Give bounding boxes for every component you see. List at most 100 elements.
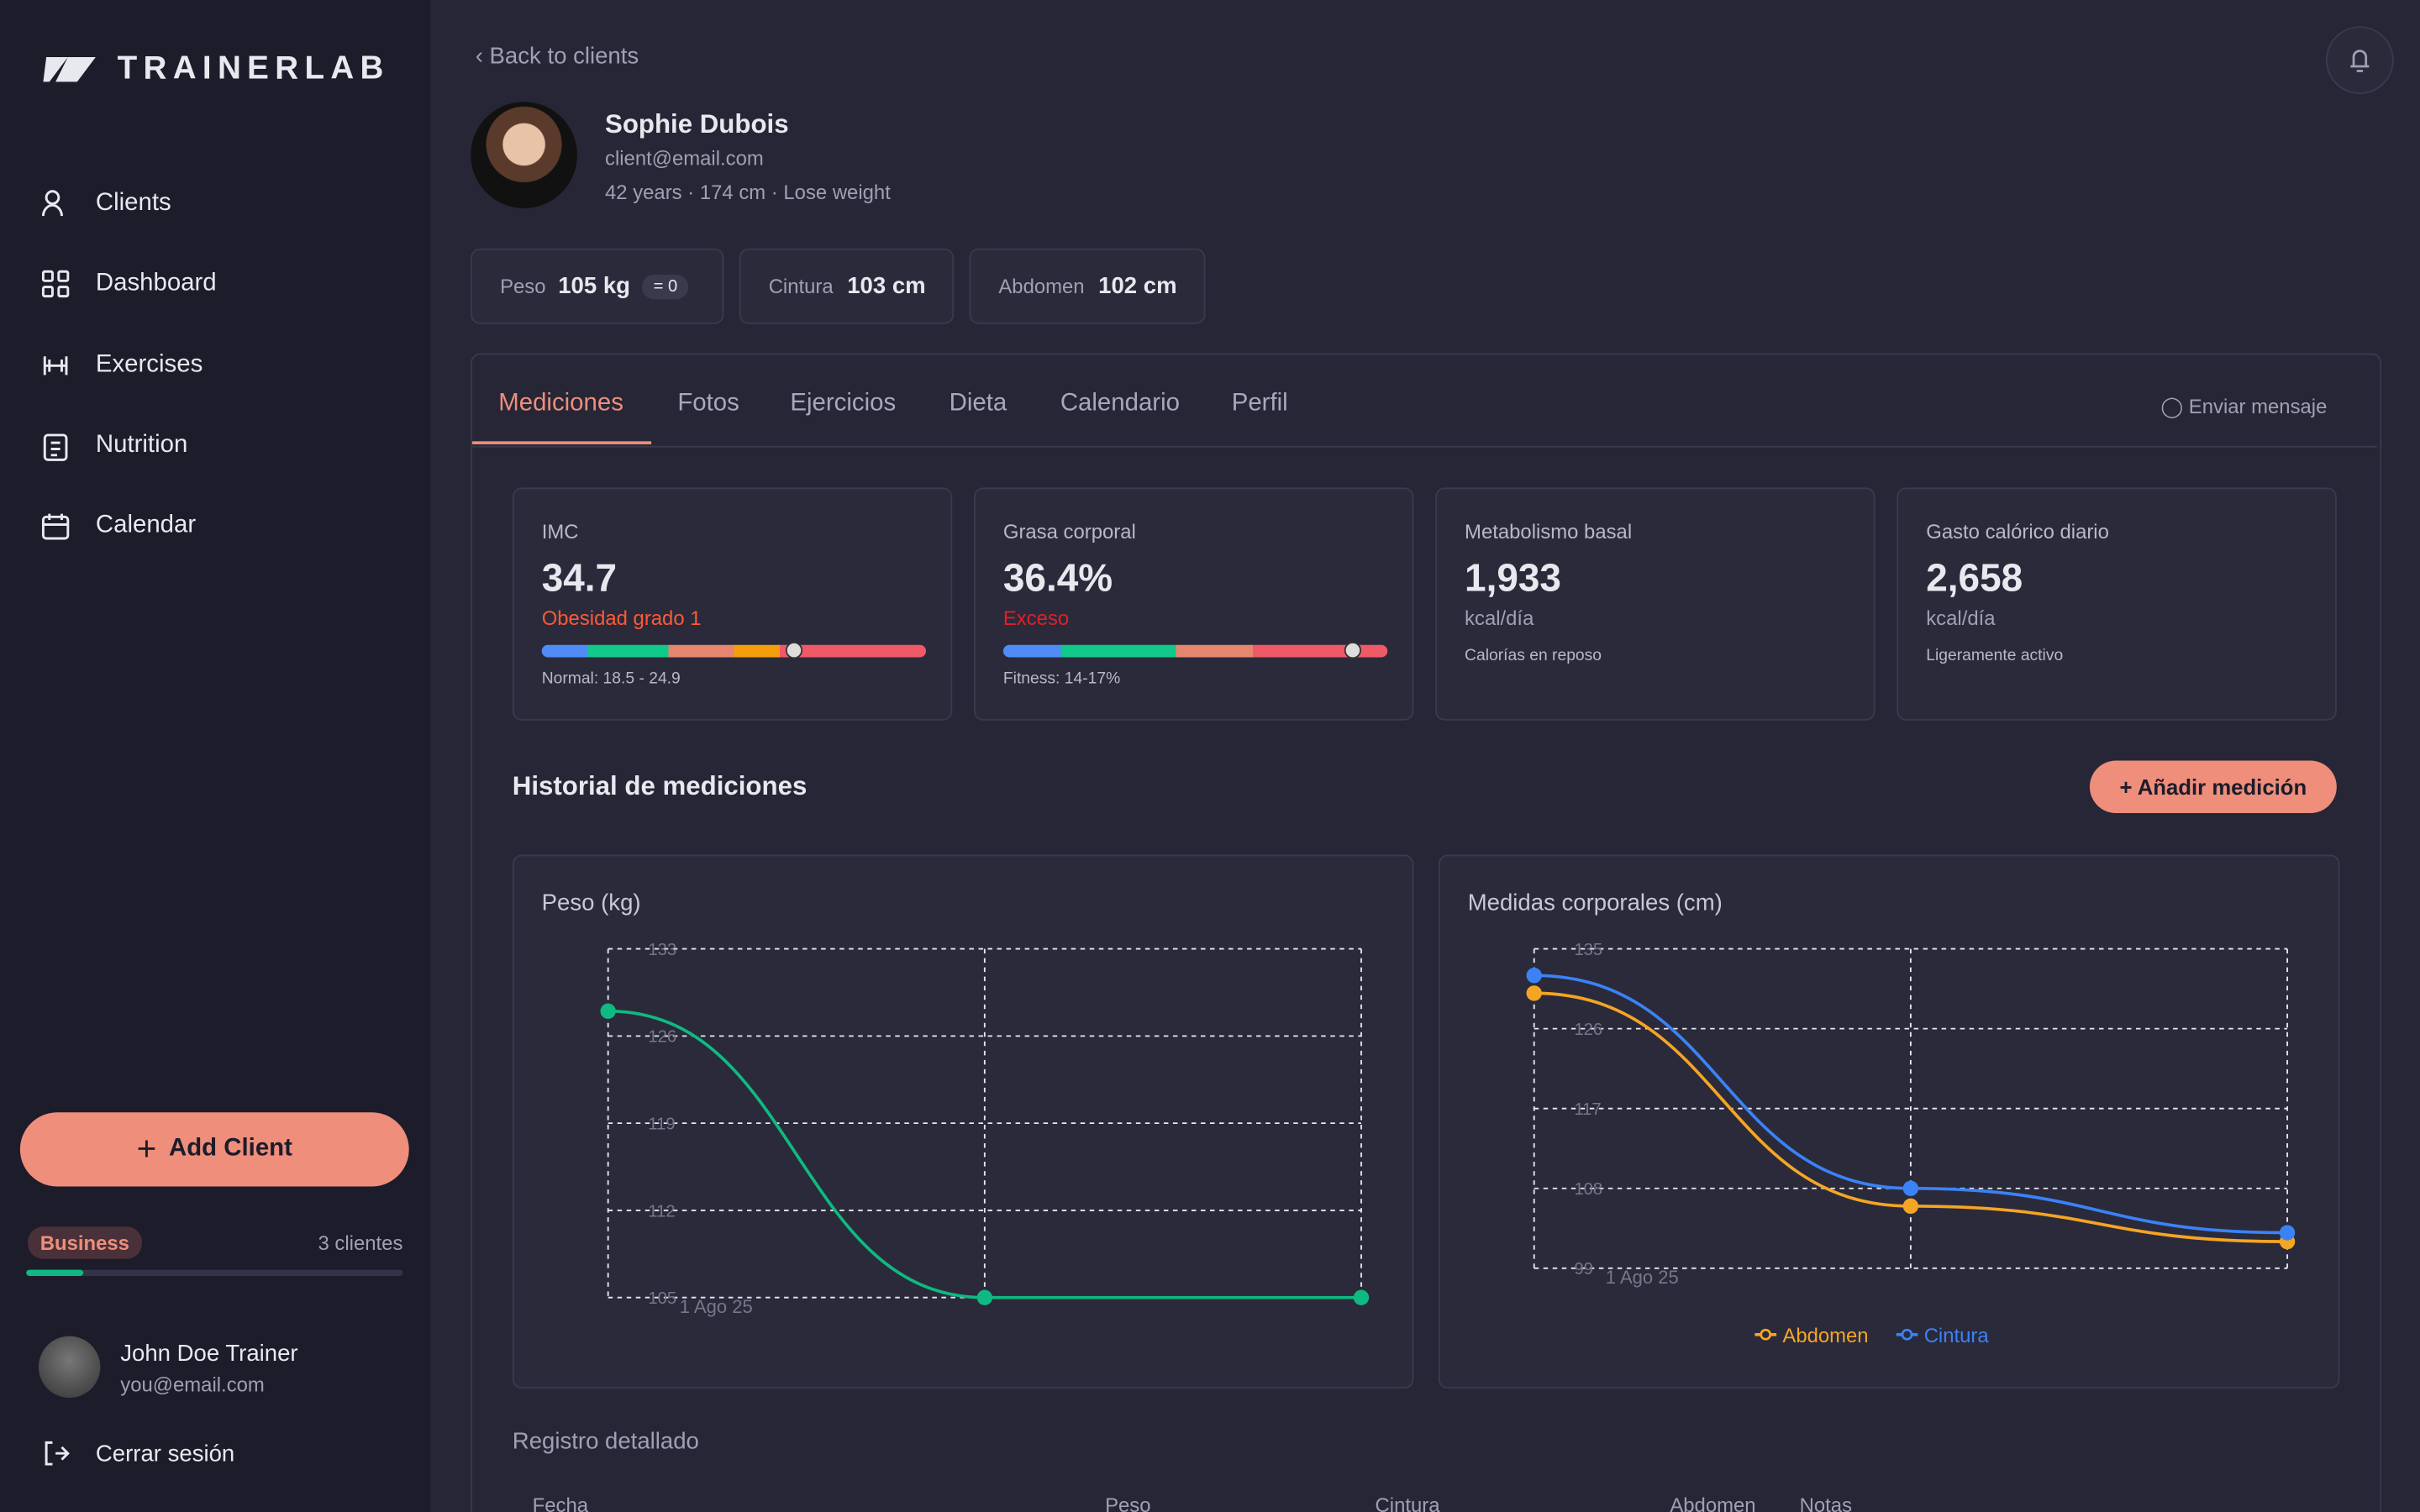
metric-value: 1,933 bbox=[1465, 557, 1561, 601]
column-header: Cintura bbox=[1375, 1493, 1440, 1512]
icon bbox=[41, 190, 63, 217]
nav-item[interactable]: Dashboard bbox=[40, 269, 217, 300]
y-tick-label: 119 bbox=[648, 1115, 675, 1133]
chart-card: Medidas corporales (cm) 135 126 117 108 99 1 A… bbox=[1438, 854, 2340, 1389]
tab[interactable]: Calendario bbox=[1060, 390, 1180, 417]
plan-count: 3 clientes bbox=[318, 1231, 403, 1255]
metric-card: Gasto calórico diario 2,658 kcal/día Ligera… bbox=[1897, 487, 2337, 721]
nav-item[interactable]: Nutrition bbox=[40, 430, 188, 461]
notifications-button[interactable] bbox=[2325, 26, 2394, 95]
icon bbox=[41, 513, 70, 540]
tab[interactable]: Dieta bbox=[949, 390, 1007, 417]
nav-label: Clients bbox=[95, 189, 171, 217]
user-name: John Doe Trainer bbox=[120, 1341, 298, 1368]
line bbox=[1534, 991, 2288, 1243]
metric-value: 2,658 bbox=[1926, 557, 2023, 601]
client-name: Sophie Dubois bbox=[605, 109, 789, 139]
goal: Lose weight bbox=[783, 180, 891, 204]
nav-item[interactable]: Exercises bbox=[40, 350, 203, 381]
nav-item[interactable]: Clients bbox=[40, 188, 171, 219]
plan-progress bbox=[26, 1269, 403, 1276]
point bbox=[976, 1289, 993, 1305]
bell-icon bbox=[2350, 50, 2370, 72]
point bbox=[600, 1003, 616, 1019]
metric-value: 36.4% bbox=[1002, 557, 1113, 601]
nav-label: Calendar bbox=[95, 512, 197, 539]
point bbox=[1526, 968, 1542, 984]
summary-label: Cintura bbox=[768, 274, 834, 298]
y-tick-label: 126 bbox=[648, 1028, 676, 1047]
metric-value: 34.7 bbox=[541, 557, 618, 601]
brand-name: TRAINERLAB bbox=[117, 50, 390, 87]
point bbox=[1526, 985, 1542, 1001]
icon bbox=[43, 433, 68, 461]
metric-unit: kcal/día bbox=[1465, 606, 1534, 630]
nav-label: Exercises bbox=[95, 351, 203, 378]
metric-note: Ligeramente activo bbox=[1926, 646, 2064, 665]
x-tick-label: 1 Ago 25 bbox=[1606, 1267, 1679, 1288]
metric-label: IMC bbox=[541, 519, 579, 543]
chart: Medidas corporales (cm) 135 126 117 108 99 1 A… bbox=[1468, 890, 2296, 1347]
y-tick-label: 108 bbox=[1574, 1180, 1602, 1199]
plus-icon: + bbox=[136, 1129, 157, 1168]
logout[interactable]: Cerrar sesión bbox=[40, 1438, 234, 1469]
point bbox=[1902, 1198, 1919, 1215]
metric-unit: kcal/día bbox=[1926, 606, 1996, 630]
x-tick-label: 1 Ago 25 bbox=[680, 1296, 753, 1317]
point bbox=[1353, 1289, 1370, 1305]
metric-note: Fitness: 14-17% bbox=[1002, 669, 1121, 689]
tab[interactable]: Fotos bbox=[677, 390, 739, 417]
back-label: Back to clients bbox=[489, 43, 639, 70]
column-header: Notas bbox=[1799, 1493, 1853, 1512]
metric-label: Gasto calórico diario bbox=[1926, 519, 2109, 543]
range-bar bbox=[541, 642, 927, 659]
metric-status: Obesidad grado 1 bbox=[541, 606, 702, 630]
line bbox=[608, 1009, 1361, 1299]
back-link[interactable]: ‹ Back to clients bbox=[475, 43, 639, 70]
summary-value: 103 cm bbox=[847, 273, 926, 300]
height: 174 cm bbox=[699, 180, 766, 204]
tab[interactable]: Mediciones bbox=[498, 390, 623, 417]
metric-card: Grasa corporal 36.4% Exceso Fitness: 14-17% bbox=[973, 487, 1414, 721]
user-email: you@email.com bbox=[120, 1373, 265, 1397]
add-client-button[interactable]: + Add Client bbox=[19, 1112, 409, 1187]
legend-label: Abdomen bbox=[1782, 1325, 1868, 1347]
logo bbox=[43, 56, 96, 82]
plan-badge: Business bbox=[28, 1226, 142, 1259]
brand[interactable]: TRAINERLAB bbox=[43, 51, 389, 88]
point bbox=[2279, 1225, 2296, 1241]
line bbox=[1534, 974, 2288, 1235]
add-measurement-button[interactable]: + Añadir medición bbox=[2089, 760, 2337, 813]
send-message[interactable]: ◯ Enviar mensaje bbox=[2160, 395, 2328, 418]
summary-label: Abdomen bbox=[998, 274, 1085, 298]
range-knob bbox=[1344, 642, 1361, 659]
chart: Peso (kg) 133 126 119 112 105 1 Ago 25 bbox=[542, 890, 1370, 1317]
summary-badge: = 0 bbox=[642, 274, 689, 299]
logout-label: Cerrar sesión bbox=[95, 1440, 235, 1467]
icon bbox=[45, 1441, 70, 1466]
range-knob bbox=[785, 642, 803, 659]
summary-card: Cintura 103 cm bbox=[739, 248, 955, 324]
nav-item[interactable]: Calendar bbox=[40, 511, 196, 542]
icon bbox=[43, 356, 68, 375]
metric-card: Metabolismo basal 1,933 kcal/día Calorías e… bbox=[1435, 487, 1876, 721]
chart-title: Medidas corporales (cm) bbox=[1468, 890, 1723, 916]
nav-label: Nutrition bbox=[95, 432, 188, 459]
send-label: Enviar mensaje bbox=[2188, 395, 2328, 418]
column-header: Fecha bbox=[532, 1493, 589, 1512]
column-header: Abdomen bbox=[1670, 1493, 1756, 1512]
tab[interactable]: Ejercicios bbox=[790, 390, 897, 417]
tab[interactable]: Perfil bbox=[1231, 390, 1288, 417]
nav-label: Dashboard bbox=[95, 270, 217, 297]
y-tick-label: 126 bbox=[1574, 1021, 1602, 1039]
y-tick-label: 112 bbox=[648, 1202, 675, 1221]
legend-dot bbox=[1901, 1328, 1913, 1341]
summary-value: 102 cm bbox=[1098, 273, 1177, 300]
metric-label: Metabolismo basal bbox=[1465, 519, 1633, 543]
table-title: Registro detallado bbox=[512, 1428, 699, 1456]
y-tick-label: 105 bbox=[648, 1289, 676, 1308]
y-tick-label: 117 bbox=[1574, 1100, 1601, 1119]
summary-card: Abdomen 102 cm bbox=[969, 248, 1206, 324]
